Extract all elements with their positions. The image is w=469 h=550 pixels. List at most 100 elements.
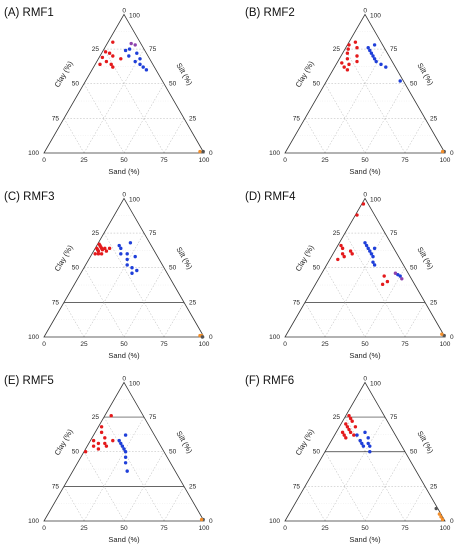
data-point bbox=[135, 268, 139, 273]
silt-tick-label: 75 bbox=[390, 230, 398, 237]
silt-tick-label: 50 bbox=[169, 81, 177, 88]
sand-tick-label: 50 bbox=[120, 525, 128, 532]
silt-tick-label: 0 bbox=[450, 150, 454, 157]
data-point bbox=[127, 47, 132, 51]
data-point bbox=[104, 59, 109, 64]
silt-tick-label: 0 bbox=[209, 518, 213, 525]
data-point bbox=[353, 40, 358, 44]
ternary-frame bbox=[284, 13, 446, 154]
sand-tick-label: 50 bbox=[120, 157, 128, 164]
data-point bbox=[363, 241, 367, 245]
silt-tick-label: 50 bbox=[410, 265, 418, 272]
silt-axis-label: Silt (%) bbox=[415, 245, 435, 271]
data-point bbox=[96, 252, 101, 256]
data-point bbox=[368, 249, 372, 253]
data-point bbox=[99, 252, 104, 256]
data-point bbox=[363, 430, 367, 435]
data-point bbox=[361, 202, 366, 206]
data-point bbox=[369, 252, 374, 256]
data-point bbox=[138, 57, 142, 61]
clay-tick-label: 50 bbox=[313, 449, 321, 456]
data-point bbox=[123, 48, 128, 53]
data-point bbox=[336, 257, 340, 262]
sand-tick-label: 100 bbox=[440, 525, 451, 532]
sand-tick-label: 100 bbox=[199, 157, 210, 164]
data-point bbox=[393, 271, 398, 275]
silt-tick-label: 100 bbox=[370, 196, 381, 203]
data-point bbox=[366, 246, 370, 251]
data-point bbox=[133, 43, 137, 47]
data-point bbox=[144, 68, 149, 72]
silt-tick-label: 50 bbox=[169, 265, 177, 272]
data-point bbox=[122, 447, 126, 451]
silt-axis-label: Silt (%) bbox=[415, 61, 435, 87]
data-point bbox=[371, 54, 375, 58]
clay-tick-label: 25 bbox=[92, 414, 100, 421]
panel-title: (E) RMF5 bbox=[4, 375, 54, 387]
clay-tick-label: 100 bbox=[28, 150, 39, 157]
data-point bbox=[340, 246, 345, 251]
data-point bbox=[111, 40, 115, 44]
data-point bbox=[369, 51, 374, 55]
data-point bbox=[348, 430, 353, 435]
clay-tick-label: 100 bbox=[28, 334, 39, 341]
data-point bbox=[347, 62, 351, 67]
sand-tick-label: 75 bbox=[160, 525, 168, 532]
data-point bbox=[368, 450, 372, 454]
clay-tick-label: 0 bbox=[363, 191, 367, 198]
data-point bbox=[372, 246, 377, 251]
data-point bbox=[99, 425, 104, 429]
data-point bbox=[374, 59, 378, 64]
gridline-sand-50 bbox=[123, 451, 165, 522]
data-point bbox=[372, 43, 377, 47]
data-point bbox=[353, 425, 358, 429]
clay-tick-label: 50 bbox=[72, 449, 80, 456]
data-point bbox=[371, 260, 375, 264]
silt-tick-label: 25 bbox=[430, 115, 438, 122]
gridline-sand-50 bbox=[364, 451, 406, 522]
sand-tick-label: 0 bbox=[283, 157, 287, 164]
gridline-sand-25 bbox=[324, 416, 386, 522]
sand-tick-label: 25 bbox=[321, 157, 329, 164]
silt-tick-label: 100 bbox=[370, 12, 381, 19]
silt-tick-label: 25 bbox=[430, 483, 438, 490]
clay-tick-label: 75 bbox=[52, 299, 60, 306]
data-point bbox=[104, 444, 109, 448]
data-point bbox=[358, 438, 362, 443]
gridline-sand-50 bbox=[123, 83, 165, 154]
data-point bbox=[355, 213, 359, 217]
data-point bbox=[342, 433, 346, 437]
sand-tick-label: 25 bbox=[80, 525, 88, 532]
clay-tick-label: 75 bbox=[52, 483, 60, 490]
silt-tick-label: 0 bbox=[450, 518, 454, 525]
gridline-sand-25 bbox=[83, 416, 145, 522]
sand-tick-label: 75 bbox=[160, 157, 168, 164]
panel-title: (F) RMF6 bbox=[245, 375, 294, 387]
silt-tick-label: 25 bbox=[189, 115, 197, 122]
data-point bbox=[95, 246, 99, 251]
data-point bbox=[372, 57, 377, 61]
data-point bbox=[345, 425, 350, 429]
data-point bbox=[340, 61, 344, 65]
clay-tick-label: 75 bbox=[293, 299, 301, 306]
data-point bbox=[111, 438, 115, 443]
data-point bbox=[125, 257, 129, 262]
data-point bbox=[434, 506, 438, 511]
data-point bbox=[339, 243, 343, 248]
clay-tick-label: 25 bbox=[333, 230, 341, 237]
data-point bbox=[400, 277, 404, 281]
silt-tick-label: 75 bbox=[390, 46, 398, 53]
gridline-sand-25 bbox=[324, 232, 386, 338]
clay-tick-label: 0 bbox=[122, 191, 126, 198]
data-point bbox=[127, 54, 131, 58]
data-point bbox=[440, 149, 445, 154]
data-point bbox=[83, 450, 88, 454]
clay-tick-label: 100 bbox=[269, 150, 280, 157]
panel-title: (B) RMF2 bbox=[245, 7, 295, 19]
data-point bbox=[345, 51, 350, 55]
gridline-clay-50 bbox=[324, 267, 366, 338]
